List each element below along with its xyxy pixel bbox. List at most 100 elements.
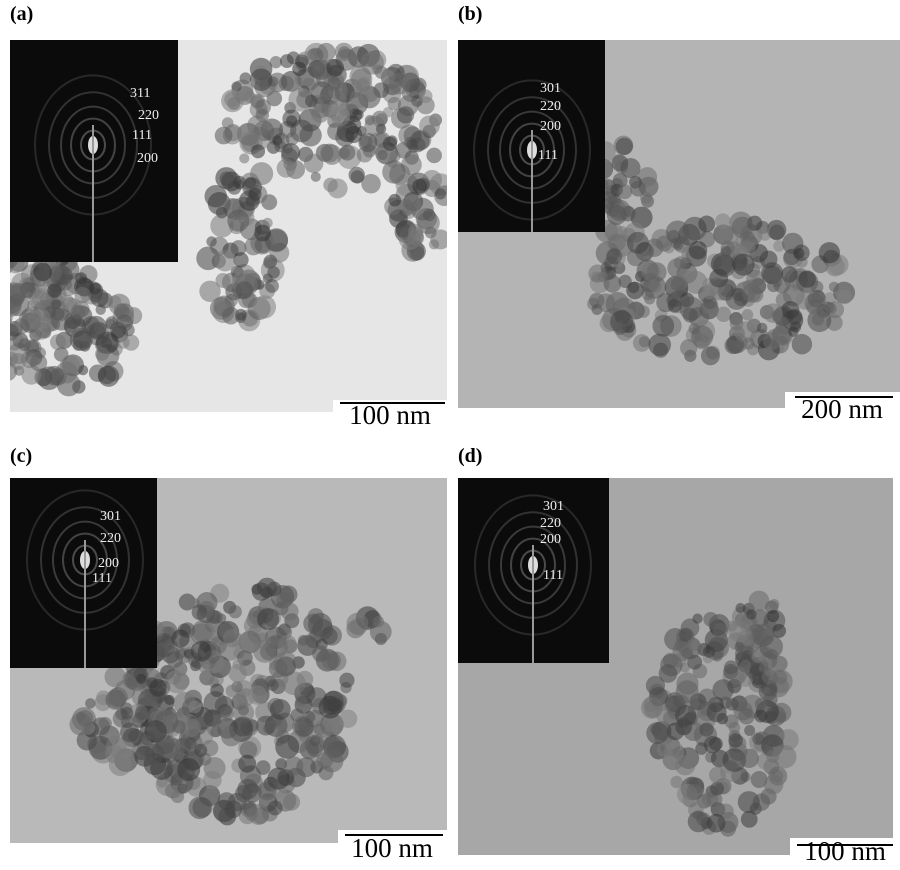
particle [284, 756, 303, 775]
particle [95, 347, 109, 361]
particle [760, 250, 778, 268]
scale-bar-label: 200 nm [801, 394, 883, 424]
scale-bar-label: 100 nm [351, 833, 433, 863]
particle [317, 43, 336, 62]
particle [226, 685, 239, 698]
particle [233, 659, 244, 670]
particle [248, 685, 268, 705]
particle [269, 659, 288, 678]
particle [412, 179, 427, 194]
particle [245, 808, 258, 821]
particle [704, 736, 721, 753]
particle [243, 90, 256, 103]
particle [149, 679, 167, 697]
particle [792, 334, 813, 355]
particle [419, 89, 433, 103]
particle [85, 316, 107, 338]
particle [740, 749, 759, 768]
particle [275, 735, 299, 759]
panel: (a)311220111200100 nm [0, 3, 455, 440]
miller-index: 301 [100, 509, 121, 524]
particle [407, 139, 418, 150]
particle [235, 312, 246, 323]
particle [648, 279, 661, 292]
particle [715, 213, 731, 229]
miller-index: 220 [138, 108, 159, 123]
particle [120, 723, 139, 742]
particle [11, 283, 27, 299]
particle [752, 733, 764, 745]
particle [51, 299, 61, 309]
particle [617, 184, 632, 199]
particle [709, 269, 728, 288]
particle [339, 673, 354, 688]
particle [0, 352, 12, 370]
particle [296, 671, 313, 688]
particle [389, 151, 400, 162]
particle [728, 620, 750, 642]
particle [402, 195, 421, 214]
particle [734, 642, 744, 652]
particle [263, 257, 275, 269]
particle [210, 683, 224, 697]
particle [135, 706, 149, 720]
particle [166, 651, 183, 668]
particle [674, 256, 687, 269]
particle [724, 660, 738, 674]
particle [613, 322, 626, 335]
particle [692, 613, 702, 623]
particle [349, 167, 365, 183]
particle [721, 246, 732, 257]
particle [24, 339, 42, 357]
particle [766, 749, 779, 762]
particle [671, 277, 686, 292]
particle [407, 229, 424, 246]
particle [716, 307, 731, 322]
panel: (c)301220200111100 nm [10, 445, 447, 870]
particle [738, 791, 760, 813]
particle [382, 160, 405, 183]
particle [219, 706, 234, 721]
particle [177, 783, 187, 793]
particle [74, 287, 90, 303]
particle [104, 666, 125, 687]
particle [710, 782, 724, 796]
particle [227, 210, 249, 232]
particle [373, 616, 385, 628]
particle [33, 263, 51, 281]
particle [0, 308, 8, 320]
particle [267, 679, 279, 691]
particle [256, 760, 271, 775]
particle [808, 290, 826, 308]
particle [335, 43, 353, 61]
miller-index: 311 [130, 86, 150, 101]
particle [292, 62, 306, 76]
particle [358, 133, 377, 152]
particle [372, 64, 382, 74]
particle [819, 242, 840, 263]
miller-index: 301 [543, 499, 564, 514]
particle [763, 332, 781, 350]
particle [773, 276, 790, 293]
particle [280, 54, 294, 68]
particle [353, 109, 364, 120]
miller-index: 220 [540, 516, 561, 531]
particle [686, 784, 702, 800]
miller-index: 200 [98, 556, 119, 571]
particle [616, 138, 633, 155]
particle [709, 767, 726, 784]
particle [430, 229, 450, 249]
particle [34, 290, 44, 300]
particle [229, 605, 242, 618]
particle [305, 735, 324, 754]
particle [77, 710, 93, 726]
particle [0, 348, 4, 371]
particle [192, 604, 208, 620]
particle [281, 602, 299, 620]
particle [0, 320, 1, 341]
particle [627, 232, 649, 254]
particle [250, 69, 272, 91]
particle [295, 695, 307, 707]
particle [641, 697, 663, 719]
